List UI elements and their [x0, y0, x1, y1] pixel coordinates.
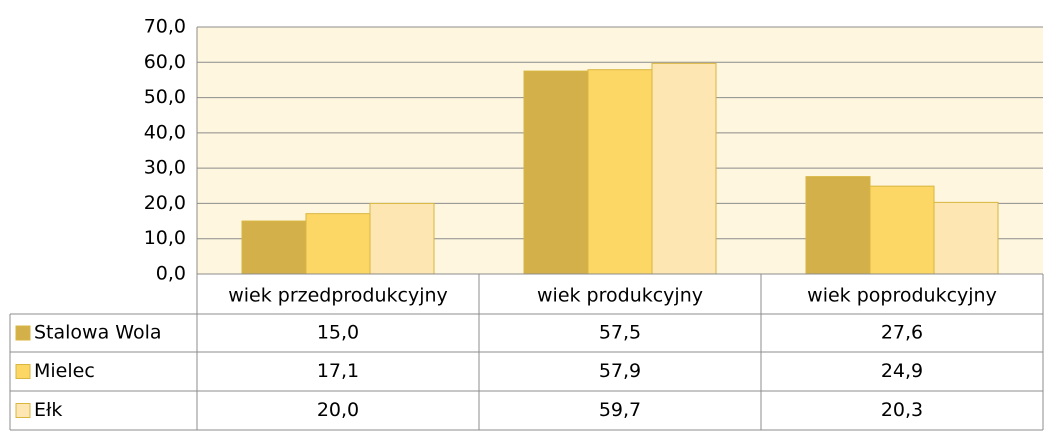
y-tick-label: 0,0 [156, 263, 186, 285]
legend-label: Mielec [34, 360, 95, 382]
table-value: 17,1 [317, 360, 359, 382]
x-tick-label: wiek produkcyjny [537, 285, 703, 307]
bar [651, 62, 717, 275]
bar [869, 185, 935, 275]
bar [805, 176, 871, 275]
legend-key [15, 325, 31, 341]
bar [523, 70, 589, 275]
bar [305, 213, 371, 275]
table-value: 20,0 [317, 399, 359, 421]
table-value: 57,9 [599, 360, 641, 382]
table-value: 15,0 [317, 322, 359, 344]
y-tick-label: 40,0 [144, 121, 186, 143]
y-tick-label: 10,0 [144, 227, 186, 249]
table-value: 27,6 [881, 322, 923, 344]
y-tick-label: 70,0 [144, 16, 186, 38]
y-tick-label: 60,0 [144, 51, 186, 73]
bar [587, 69, 653, 275]
legend-key [15, 364, 31, 379]
bar [369, 202, 435, 275]
legend-label: Stalowa Wola [34, 322, 162, 344]
x-tick-label: wiek przedprodukcyjny [228, 285, 448, 307]
legend-key [15, 403, 31, 418]
legend-label: Ełk [34, 399, 62, 421]
y-tick-label: 30,0 [144, 157, 186, 179]
table-value: 59,7 [599, 399, 641, 421]
table-value: 20,3 [881, 399, 923, 421]
table-value: 57,5 [599, 322, 641, 344]
bar [241, 220, 307, 275]
y-tick-label: 50,0 [144, 86, 186, 108]
x-tick-label: wiek poprodukcyjny [807, 285, 997, 307]
bar [933, 201, 999, 275]
table-value: 24,9 [881, 360, 923, 382]
y-tick-label: 20,0 [144, 192, 186, 214]
